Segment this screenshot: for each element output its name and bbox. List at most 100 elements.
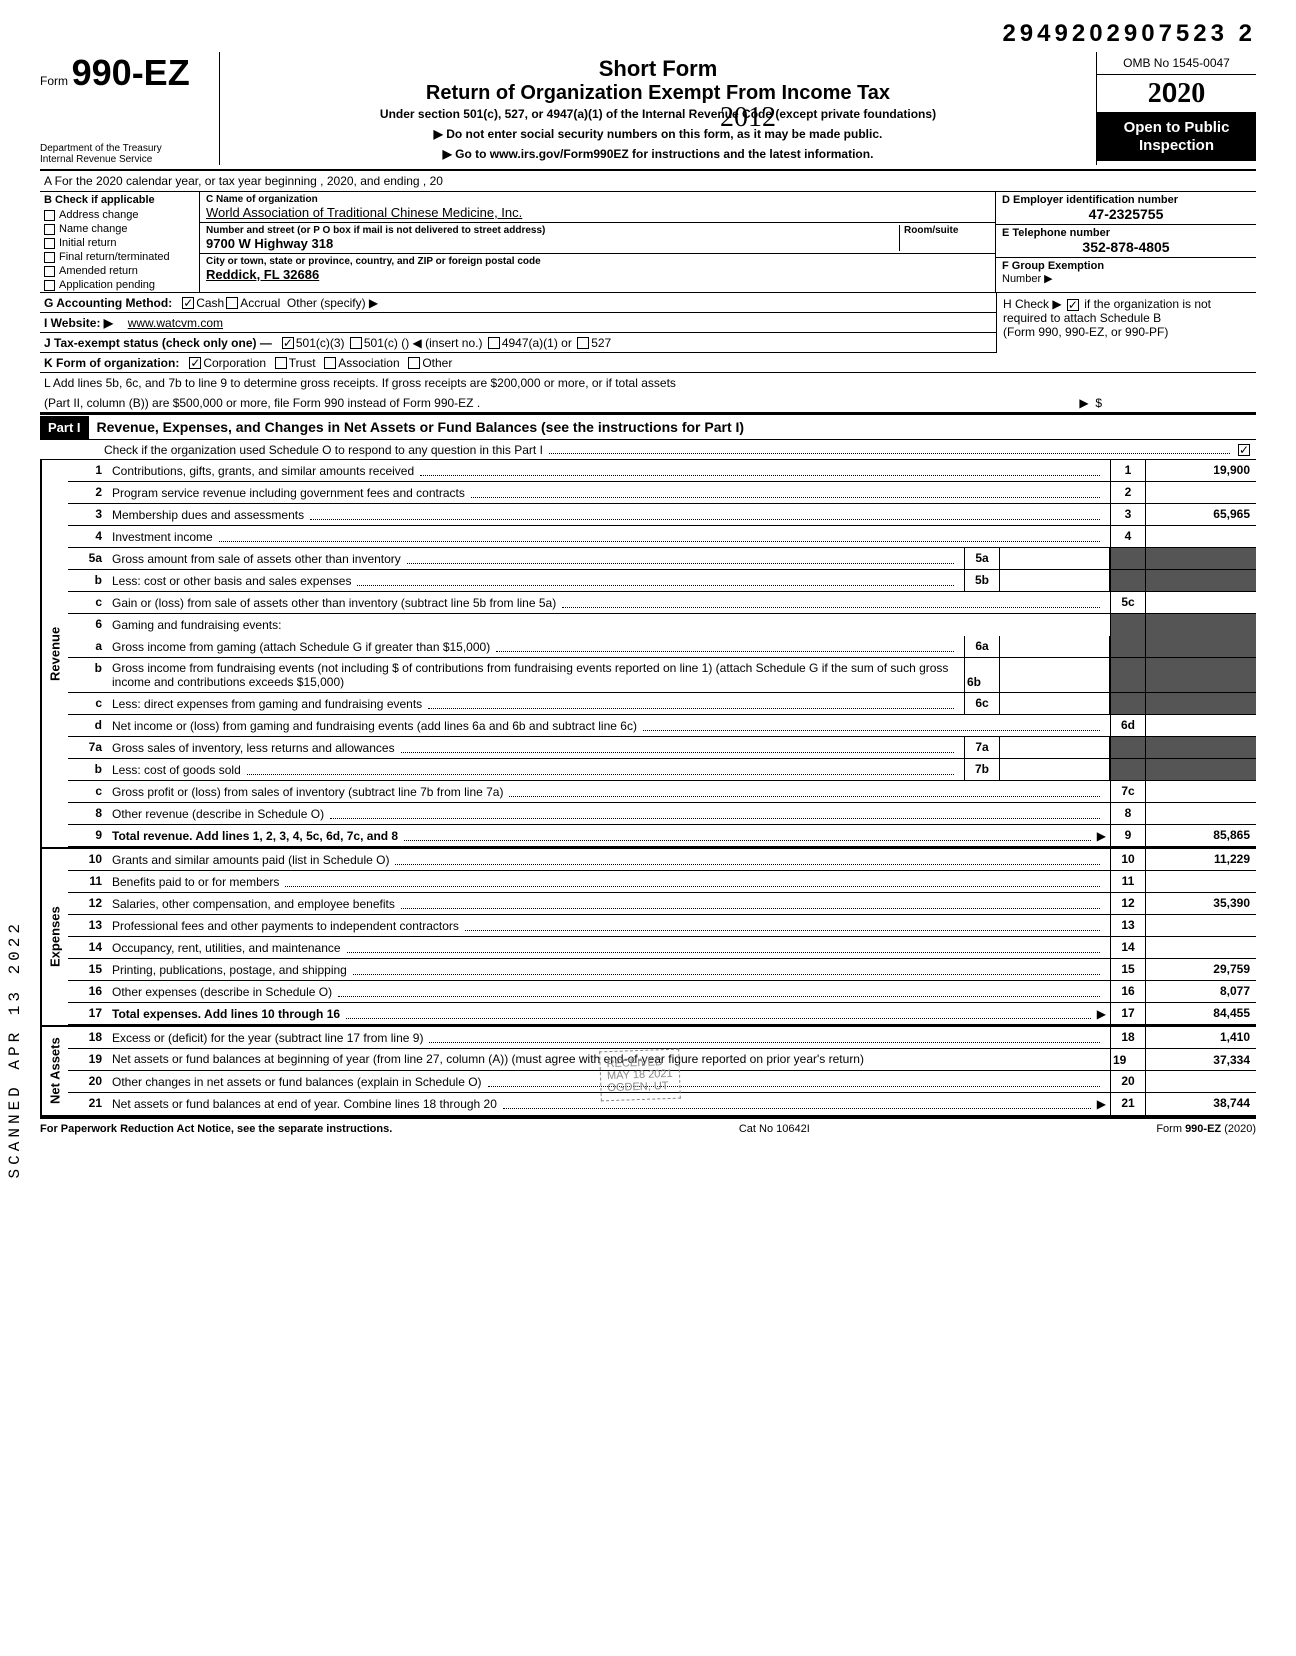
line-value <box>1146 482 1256 503</box>
checkbox-icon <box>44 238 55 249</box>
line-17: 17Total expenses. Add lines 10 through 1… <box>68 1003 1256 1025</box>
scanned-stamp: SCANNED APR 13 2022 <box>6 920 24 1178</box>
label-l1: L Add lines 5b, 6c, and 7b to line 9 to … <box>44 376 676 390</box>
label-trust: Trust <box>289 356 316 370</box>
chk-527[interactable] <box>577 337 589 349</box>
line-value: 19,900 <box>1146 460 1256 481</box>
expenses-section: Expenses 10Grants and similar amounts pa… <box>40 847 1256 1025</box>
chk-schedule-o[interactable] <box>1238 444 1250 456</box>
line-desc: Total expenses. Add lines 10 through 16 <box>112 1007 340 1021</box>
line-7a: 7aGross sales of inventory, less returns… <box>68 737 1256 759</box>
line-value: 1,410 <box>1146 1027 1256 1048</box>
tax-year: 2020 <box>1097 75 1256 113</box>
line-5b: bLess: cost or other basis and sales exp… <box>68 570 1256 592</box>
handwritten-year: 2012 <box>720 102 776 134</box>
chk-name-change[interactable]: Name change <box>40 222 199 236</box>
chk-501c[interactable] <box>350 337 362 349</box>
row-i-website: I Website: ▶ www.watcvm.com <box>40 313 996 333</box>
line-value <box>1146 781 1256 802</box>
chk-label: Application pending <box>59 279 155 291</box>
row-j-tax-status: J Tax-exempt status (check only one) — 5… <box>40 333 996 353</box>
chk-assoc[interactable] <box>324 357 336 369</box>
line-desc: Contributions, gifts, grants, and simila… <box>112 464 414 478</box>
row-k-org-form: K Form of organization: Corporation Trus… <box>40 353 1256 373</box>
row-a-tax-year: A For the 2020 calendar year, or tax yea… <box>40 171 1256 192</box>
part-1-title: Revenue, Expenses, and Changes in Net As… <box>89 415 753 439</box>
line-value <box>1146 592 1256 613</box>
open-line2: Inspection <box>1101 137 1252 155</box>
label-assoc: Association <box>338 356 399 370</box>
header-left: Form 990-EZ Department of the Treasury I… <box>40 52 220 165</box>
line-desc: Gross sales of inventory, less returns a… <box>112 741 395 755</box>
page-footer: For Paperwork Reduction Act Notice, see … <box>40 1117 1256 1135</box>
chk-address-change[interactable]: Address change <box>40 208 199 222</box>
instr-2: ▶ Go to www.irs.gov/Form990EZ for instru… <box>228 147 1088 161</box>
line-desc: Excess or (deficit) for the year (subtra… <box>112 1031 423 1045</box>
label-h2: if the organization is not <box>1084 297 1211 311</box>
chk-app-pending[interactable]: Application pending <box>40 278 199 292</box>
label-g: G Accounting Method: <box>44 296 172 310</box>
header-center: Short Form Return of Organization Exempt… <box>220 52 1096 165</box>
footer-mid: Cat No 10642I <box>739 1123 810 1135</box>
col-b-header: B Check if applicable <box>40 192 199 208</box>
line-desc: Other expenses (describe in Schedule O) <box>112 985 332 999</box>
line-desc: Gross amount from sale of assets other t… <box>112 552 401 566</box>
value-city: Reddick, FL 32686 <box>206 267 989 282</box>
line-18: 18Excess or (deficit) for the year (subt… <box>68 1027 1256 1049</box>
section-bcde: B Check if applicable Address change Nam… <box>40 192 1256 293</box>
dept-treasury: Department of the Treasury Internal Reve… <box>40 143 211 165</box>
chk-other-org[interactable] <box>408 357 420 369</box>
label-corp: Corporation <box>203 356 266 370</box>
label-other-org: Other <box>422 356 452 370</box>
chk-accrual[interactable] <box>226 297 238 309</box>
chk-501c3[interactable] <box>282 337 294 349</box>
line-14: 14Occupancy, rent, utilities, and mainte… <box>68 937 1256 959</box>
line-value: 38,744 <box>1146 1093 1256 1115</box>
line-6a: aGross income from gaming (attach Schedu… <box>68 636 1256 658</box>
line-13: 13Professional fees and other payments t… <box>68 915 1256 937</box>
arrow-icon: ▶ <box>1079 396 1088 410</box>
chk-trust[interactable] <box>275 357 287 369</box>
dept-line1: Department of the Treasury <box>40 143 211 154</box>
label-phone: E Telephone number <box>1002 227 1250 239</box>
document-number: 2949202907523 2 <box>1002 20 1256 48</box>
chk-schedule-b[interactable] <box>1067 299 1079 311</box>
chk-label: Initial return <box>59 237 116 249</box>
line-value <box>1146 715 1256 736</box>
cell-group-exempt: F Group Exemption Number ▶ <box>996 258 1256 287</box>
line-desc: Program service revenue including govern… <box>112 486 465 500</box>
cell-phone: E Telephone number 352-878-4805 <box>996 225 1256 258</box>
value-ein: 47-2325755 <box>1002 206 1250 222</box>
subtitle: Under section 501(c), 527, or 4947(a)(1)… <box>228 107 1088 121</box>
chk-cash[interactable] <box>182 297 194 309</box>
line-11: 11Benefits paid to or for members11 <box>68 871 1256 893</box>
row-h-schedule-b: H Check ▶ if the organization is not req… <box>996 293 1256 353</box>
checkbox-icon <box>44 280 55 291</box>
header-right: OMB No 1545-0047 2020 Open to Public Ins… <box>1096 52 1256 165</box>
line-desc: Printing, publications, postage, and shi… <box>112 963 347 977</box>
chk-corp[interactable] <box>189 357 201 369</box>
mid-num: 5b <box>964 570 1000 591</box>
label-k: K Form of organization: <box>44 356 179 370</box>
label-h4: (Form 990, 990-EZ, or 990-PF) <box>1003 325 1168 339</box>
line-3: 3Membership dues and assessments365,965 <box>68 504 1256 526</box>
chk-initial-return[interactable]: Initial return <box>40 236 199 250</box>
label-4947: 4947(a)(1) or <box>502 336 572 350</box>
label-ein: D Employer identification number <box>1002 194 1250 206</box>
chk-final-return[interactable]: Final return/terminated <box>40 250 199 264</box>
chk-4947[interactable] <box>488 337 500 349</box>
value-org-name: World Association of Traditional Chinese… <box>206 205 989 220</box>
line-5c: cGain or (loss) from sale of assets othe… <box>68 592 1256 614</box>
line-2: 2Program service revenue including gover… <box>68 482 1256 504</box>
mid-num: 6a <box>964 636 1000 657</box>
cell-ein: D Employer identification number 47-2325… <box>996 192 1256 225</box>
omb-number: OMB No 1545-0047 <box>1097 52 1256 75</box>
line-12: 12Salaries, other compensation, and empl… <box>68 893 1256 915</box>
chk-amended[interactable]: Amended return <box>40 264 199 278</box>
form-number: 990-EZ <box>72 52 190 93</box>
label-address: Number and street (or P O box if mail is… <box>206 225 899 236</box>
value-address: 9700 W Highway 318 <box>206 236 899 251</box>
side-label-net-assets: Net Assets <box>40 1027 68 1115</box>
line-desc: Other changes in net assets or fund bala… <box>112 1075 482 1089</box>
line-desc: Net income or (loss) from gaming and fun… <box>112 719 637 733</box>
